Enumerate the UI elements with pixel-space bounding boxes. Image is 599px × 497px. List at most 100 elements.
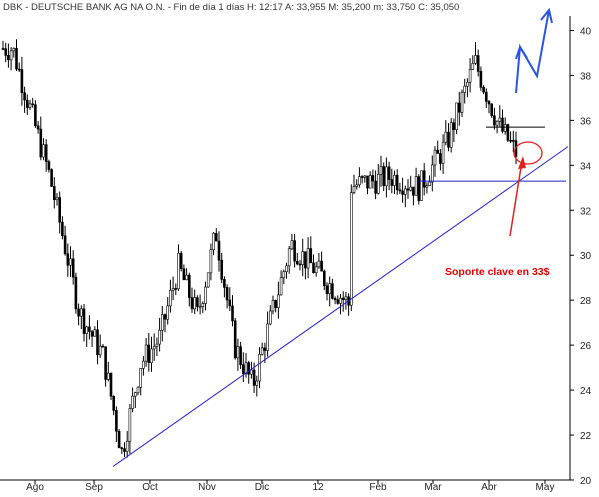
candle-body: [409, 186, 413, 191]
candle-body: [452, 122, 456, 130]
candle-body: [42, 144, 45, 158]
candle: [128, 403, 132, 454]
candle-body: [109, 372, 113, 397]
candle: [385, 157, 388, 198]
candle: [171, 276, 175, 301]
candle-body: [71, 258, 75, 278]
candle: [123, 442, 126, 458]
candle-body: [23, 92, 26, 101]
candle-body: [225, 287, 229, 301]
candle-body: [314, 266, 318, 273]
candle-body: [398, 189, 402, 192]
candle-body: [268, 310, 272, 325]
candle-body: [28, 103, 32, 108]
candle-body: [125, 440, 129, 452]
candle-body: [215, 233, 218, 242]
candle: [20, 56, 24, 106]
candle-body: [20, 69, 24, 93]
candle-body: [185, 274, 188, 281]
candle-body: [503, 124, 507, 132]
candle: [31, 97, 35, 108]
candle: [1, 40, 5, 51]
candle-body: [263, 347, 267, 351]
candle-body: [85, 326, 88, 334]
candle: [333, 296, 337, 305]
candle-body: [112, 395, 115, 411]
candle-body: [412, 186, 415, 196]
candle-body: [82, 308, 86, 334]
candle-body: [390, 179, 394, 186]
candle: [295, 252, 299, 266]
candle-body: [455, 102, 458, 130]
candle: [277, 281, 280, 319]
candle-body: [290, 240, 294, 250]
candle: [393, 170, 396, 194]
candle: [39, 116, 43, 161]
candle-body: [401, 190, 404, 195]
candle: [209, 243, 213, 281]
candle-body: [66, 253, 70, 266]
candle: [177, 244, 180, 291]
candle-body: [252, 369, 256, 386]
candle: [304, 251, 307, 280]
candle: [476, 49, 480, 77]
candle-body: [58, 197, 62, 223]
header-period: Fin de día 1 días: [174, 2, 245, 13]
candle: [268, 305, 272, 326]
candle-body: [236, 346, 240, 359]
candle-body: [479, 71, 483, 88]
candle: [104, 346, 107, 387]
candle-body: [128, 408, 132, 442]
candle: [255, 375, 259, 397]
candle: [355, 179, 359, 190]
candle: [374, 170, 377, 200]
candle-body: [52, 186, 56, 201]
candle-body: [217, 240, 221, 261]
candle-body: [301, 251, 305, 265]
y-tick-label: 22: [580, 431, 592, 442]
candle-body: [4, 48, 7, 56]
candle: [457, 91, 461, 126]
candle: [223, 276, 226, 298]
support-arrow: [509, 160, 523, 237]
candle: [139, 367, 142, 396]
candle: [212, 231, 215, 256]
candle-body: [198, 306, 202, 308]
candle-body: [50, 169, 53, 187]
candle: [233, 318, 237, 360]
candle: [206, 272, 210, 288]
candle-body: [425, 185, 429, 188]
candle-body: [371, 175, 375, 182]
candle: [463, 78, 467, 104]
candle-body: [193, 297, 196, 310]
candle-body: [339, 297, 342, 304]
candle: [77, 303, 80, 326]
candle: [228, 287, 232, 312]
candle: [239, 341, 242, 369]
candle-body: [349, 192, 353, 306]
candle: [271, 295, 275, 315]
candle: [231, 295, 234, 327]
candle-body: [468, 69, 472, 83]
candle-body: [101, 345, 105, 348]
candle-body: [166, 305, 169, 320]
candle-body: [134, 392, 137, 397]
candle: [52, 177, 56, 209]
candle: [317, 253, 321, 269]
header-high: H: 12:17: [247, 2, 283, 13]
candle: [474, 42, 477, 65]
candle-body: [317, 260, 321, 268]
candle-body: [387, 166, 391, 180]
candle: [80, 305, 83, 330]
candle: [242, 352, 245, 383]
candle-body: [169, 290, 172, 307]
candle-body: [428, 181, 431, 186]
candle: [493, 107, 496, 130]
candle: [169, 279, 172, 313]
candle-body: [363, 175, 367, 178]
candle-body: [422, 170, 426, 188]
candle-body: [463, 85, 467, 93]
candle: [258, 347, 261, 389]
candle: [42, 138, 45, 161]
